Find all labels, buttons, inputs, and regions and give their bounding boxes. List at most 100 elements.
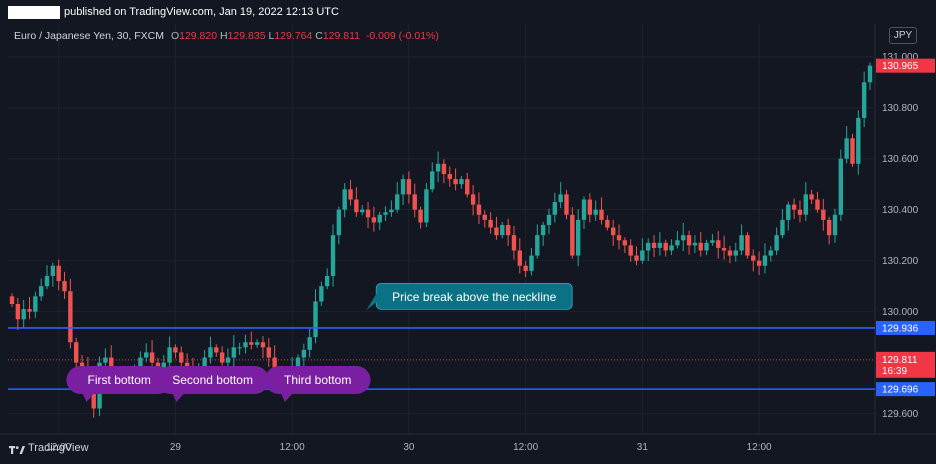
candle-body: [844, 138, 849, 159]
candle-body: [62, 281, 67, 292]
candle-body: [435, 163, 441, 172]
candle-body: [383, 212, 388, 215]
symbol-name[interactable]: Euro / Japanese Yen, 30, FXCM: [14, 30, 165, 42]
candle-body: [330, 235, 336, 276]
candle-body: [371, 217, 377, 223]
price-axis[interactable]: 131.000 130.800 130.600 130.400 130.200 130.0…: [876, 52, 935, 420]
current-price-tag: [876, 351, 935, 378]
candle-body: [254, 342, 260, 345]
candle-body: [727, 250, 733, 256]
candle-body: [786, 204, 791, 220]
y-tick-label: 131.000: [882, 52, 919, 63]
grid: [0, 24, 936, 435]
candle-body: [762, 255, 768, 266]
candle-body: [856, 117, 861, 164]
high-value: 129.835: [227, 30, 266, 42]
publish-header: published on TradingView.com, Jan 19, 20…: [0, 0, 936, 24]
countdown-label: 16:39: [882, 366, 907, 377]
candle-body: [272, 357, 277, 373]
candle-body: [173, 347, 178, 353]
candle-body: [482, 214, 487, 220]
y-tick-label: 130.800: [882, 103, 919, 114]
candle-body: [593, 209, 598, 215]
neckline-callout-pointer: [366, 292, 378, 311]
candle-body: [791, 204, 797, 210]
candle-body: [231, 347, 236, 358]
y-tick-label: 130.200: [882, 256, 919, 267]
candle-body: [692, 242, 698, 246]
bottom-label-box: [264, 366, 371, 394]
candle-body: [721, 247, 727, 251]
currency-badge[interactable]: JPY: [889, 27, 917, 44]
candle-body: [208, 347, 213, 358]
candle-body: [447, 174, 452, 180]
neckline-price-tag: [876, 320, 935, 335]
low-value: 129.764: [274, 30, 313, 42]
candle-body: [103, 357, 108, 363]
y-tick-label: 129.600: [882, 409, 919, 420]
candle-body: [336, 209, 342, 236]
x-tick-label: 30: [403, 442, 415, 453]
time-axis[interactable]: 12:00 29 12:00 30 12:00 31 12:00: [46, 442, 772, 453]
candle-body: [803, 194, 808, 215]
candle-body: [465, 179, 470, 195]
candle-body: [710, 240, 715, 243]
candle-body: [260, 342, 266, 348]
tradingview-logo-icon: [9, 446, 25, 454]
candle-body: [622, 240, 628, 246]
candle-body: [50, 265, 56, 276]
candle-body: [675, 240, 680, 246]
candle-body: [149, 352, 155, 363]
x-tick-label: 12:00: [513, 442, 538, 453]
candle-body: [488, 219, 493, 228]
candle-body: [400, 179, 406, 195]
candle-body: [704, 242, 709, 251]
bottom-label-text: Third bottom: [284, 373, 351, 387]
candle-body: [243, 342, 248, 348]
support-price-tag: [876, 382, 935, 397]
low-label: L: [268, 30, 275, 42]
candle-body: [651, 242, 657, 248]
candle-body: [558, 194, 563, 203]
candle-body: [628, 245, 633, 256]
last-price-label: 130.965: [882, 61, 919, 72]
candle-body: [418, 209, 423, 223]
x-tick-label: 29: [170, 442, 182, 453]
candle-body: [838, 158, 844, 215]
current-price-label: 129.811: [882, 355, 918, 366]
tradingview-brand: TradingView: [28, 442, 89, 454]
candle-body: [523, 265, 528, 271]
candle-body: [219, 352, 225, 363]
y-tick-label: 130.600: [882, 154, 919, 165]
candle-body: [324, 275, 330, 287]
candle-body: [395, 194, 400, 210]
candle-body: [214, 347, 219, 353]
candle-body: [249, 342, 254, 345]
last-price-tag: [876, 58, 935, 73]
candle-body: [109, 357, 114, 373]
candle-body: [809, 194, 814, 200]
support-price-label: 129.696: [882, 385, 919, 396]
candle-body: [453, 179, 458, 185]
candle-body: [307, 337, 312, 350]
candle-body: [616, 235, 622, 241]
bottom-label-pointer: [82, 393, 95, 402]
candle-body: [313, 301, 318, 338]
y-tick-label: 130.400: [882, 205, 919, 216]
x-tick-label: 12:00: [280, 442, 305, 453]
candle-body: [681, 235, 686, 241]
candle-body: [500, 224, 505, 236]
candle-body: [850, 138, 855, 164]
candle-body: [295, 357, 301, 368]
candle-body: [68, 291, 73, 343]
x-tick-label: 31: [637, 442, 649, 453]
candle-body: [663, 242, 668, 251]
bottom-label-box: [156, 366, 269, 394]
candle-body: [634, 255, 639, 261]
candle-body: [301, 349, 307, 358]
candle-body: [21, 309, 26, 320]
x-tick-label: 12:00: [747, 442, 772, 453]
annotations: Price break above the neckline First bott…: [66, 282, 573, 402]
candle-body: [780, 219, 785, 236]
